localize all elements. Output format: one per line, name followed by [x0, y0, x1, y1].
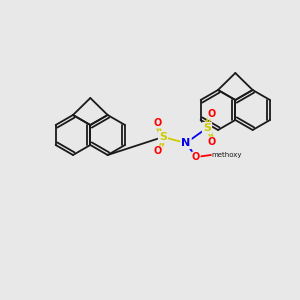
Text: S: S	[203, 123, 211, 133]
Text: O: O	[208, 137, 216, 147]
Text: O: O	[154, 146, 162, 156]
Text: S: S	[159, 132, 167, 142]
Text: N: N	[182, 138, 190, 148]
Text: methoxy: methoxy	[211, 152, 242, 158]
Text: O: O	[154, 118, 162, 128]
Text: O: O	[208, 109, 216, 119]
Text: O: O	[192, 152, 200, 162]
